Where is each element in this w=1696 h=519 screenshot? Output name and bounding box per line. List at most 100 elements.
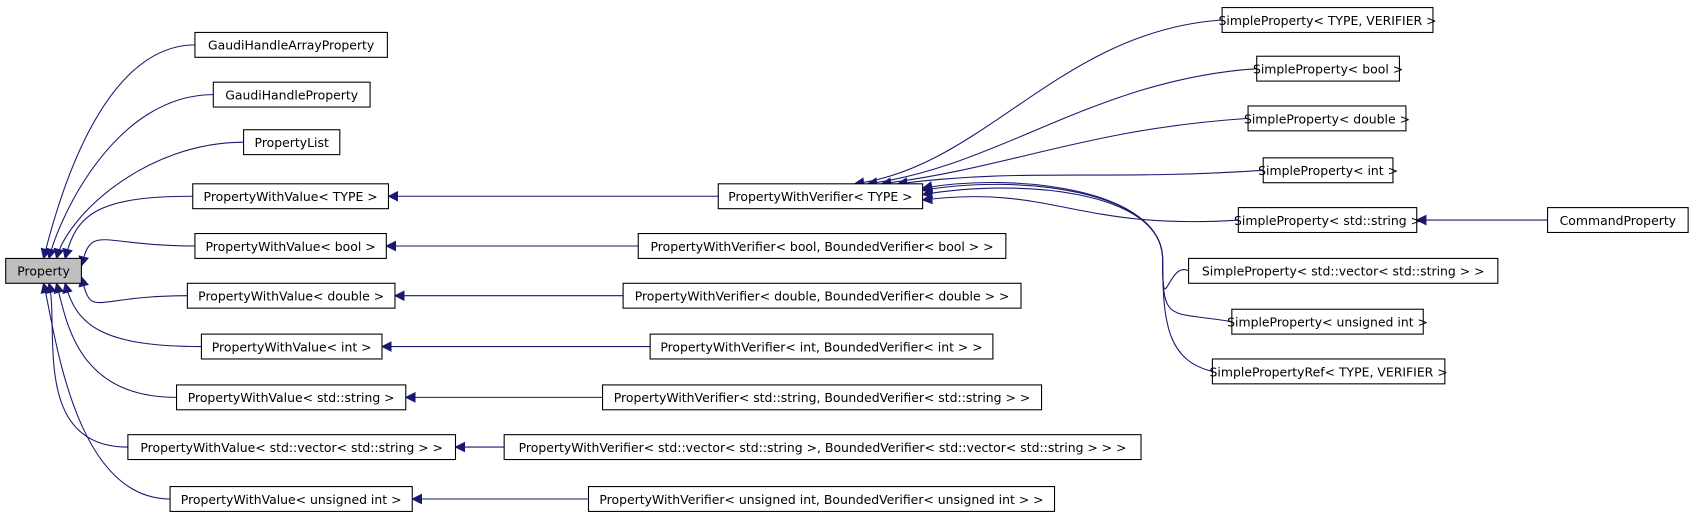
node-spref[interactable]: SimplePropertyRef< TYPE, VERIFIER >: [1210, 358, 1448, 385]
node-label: SimpleProperty< unsigned int >: [1227, 315, 1428, 330]
node-box[interactable]: [1237, 207, 1418, 234]
node-label: SimpleProperty< double >: [1244, 111, 1410, 126]
node-label: SimpleProperty< TYPE, VERIFIER >: [1219, 13, 1437, 28]
node-box[interactable]: [622, 282, 1022, 309]
node-label: PropertyWithValue< bool >: [206, 239, 376, 254]
node-sp_double[interactable]: SimpleProperty< double >: [1244, 105, 1410, 132]
node-box[interactable]: [5, 257, 82, 284]
node-label: PropertyWithValue< std::vector< std::str…: [140, 440, 443, 455]
node-box[interactable]: [1231, 308, 1424, 335]
node-pwver_double[interactable]: PropertyWithVerifier< double, BoundedVer…: [622, 282, 1022, 309]
node-ghp[interactable]: GaudiHandleProperty: [212, 81, 371, 108]
node-ghap[interactable]: GaudiHandleArrayProperty: [194, 31, 388, 58]
node-sp_bool[interactable]: SimpleProperty< bool >: [1253, 55, 1403, 82]
node-box[interactable]: [192, 183, 390, 210]
node-box[interactable]: [503, 434, 1142, 461]
node-pwv_string[interactable]: PropertyWithValue< std::string >: [176, 384, 407, 411]
node-sp_vector[interactable]: SimpleProperty< std::vector< std::string…: [1188, 257, 1499, 284]
node-box[interactable]: [194, 233, 387, 259]
node-box[interactable]: [602, 384, 1043, 411]
edge-pwv_int-to-property: [62, 282, 202, 348]
node-pwver_bool[interactable]: PropertyWithVerifier< bool, BoundedVerif…: [637, 233, 1007, 259]
edge-sp_double-to-pwver_type: [880, 117, 1249, 188]
node-box[interactable]: [127, 434, 457, 461]
node-label: PropertyWithValue< std::string >: [188, 390, 395, 405]
node-box[interactable]: [1211, 358, 1446, 385]
node-box[interactable]: [1547, 207, 1689, 234]
node-label: PropertyWithVerifier< std::vector< std::…: [519, 440, 1127, 455]
node-label: Property: [17, 264, 70, 279]
node-label: SimpleProperty< std::string >: [1234, 213, 1421, 228]
node-box[interactable]: [200, 333, 383, 360]
node-label: PropertyWithValue< double >: [198, 289, 384, 304]
node-label: PropertyWithVerifier< double, BoundedVer…: [635, 289, 1010, 304]
node-label: PropertyWithValue< int >: [212, 339, 372, 354]
edge-spref-to-pwver_type: [921, 181, 1213, 372]
node-label: SimpleProperty< std::vector< std::string…: [1202, 264, 1485, 279]
node-label: PropertyWithValue< unsigned int >: [181, 492, 402, 507]
edge-pwv_string-to-property: [53, 282, 177, 398]
node-label: PropertyWithVerifier< TYPE >: [728, 189, 912, 204]
node-pwver_vector[interactable]: PropertyWithVerifier< std::vector< std::…: [503, 434, 1142, 461]
node-pwv_int[interactable]: PropertyWithValue< int >: [200, 333, 383, 360]
node-label: PropertyWithVerifier< std::string, Bound…: [614, 390, 1031, 405]
node-cmdprop[interactable]: CommandProperty: [1547, 207, 1689, 234]
node-box[interactable]: [186, 282, 396, 309]
node-pwv_vector[interactable]: PropertyWithValue< std::vector< std::str…: [127, 434, 457, 461]
node-label: PropertyList: [255, 135, 329, 150]
edge-ghap-to-property: [40, 44, 195, 260]
edge-pwv_type-to-property: [62, 195, 193, 260]
node-box[interactable]: [194, 31, 388, 58]
edges-layer: [40, 19, 1548, 505]
node-pwver_uint[interactable]: PropertyWithVerifier< unsigned int, Boun…: [587, 486, 1056, 512]
node-pwv_bool[interactable]: PropertyWithValue< bool >: [194, 233, 387, 259]
edge-sp_int-to-pwver_type: [896, 169, 1264, 188]
edge-pwv_uint-to-property: [40, 282, 171, 500]
node-label: GaudiHandleProperty: [225, 87, 358, 102]
node-box[interactable]: [1221, 7, 1434, 33]
node-box[interactable]: [169, 486, 413, 512]
node-box[interactable]: [717, 183, 924, 210]
edge-pwv_vector-to-property: [46, 282, 128, 448]
node-sp_int[interactable]: SimpleProperty< int >: [1258, 157, 1398, 184]
node-label: PropertyWithVerifier< unsigned int, Boun…: [599, 492, 1043, 507]
edge-plist-to-property: [53, 141, 244, 260]
node-box[interactable]: [1188, 257, 1499, 284]
edge-pwv_double-to-property: [78, 275, 188, 304]
node-label: CommandProperty: [1560, 213, 1676, 228]
edge-sp_tv-to-pwver_type: [853, 19, 1223, 188]
edge-pwv_bool-to-property: [78, 239, 195, 268]
node-box[interactable]: [649, 333, 994, 360]
node-sp_tv[interactable]: SimpleProperty< TYPE, VERIFIER >: [1219, 7, 1437, 33]
edge-sp_bool-to-pwver_type: [866, 68, 1257, 188]
node-property[interactable]: Property: [5, 257, 82, 284]
node-box[interactable]: [1247, 105, 1407, 132]
node-pwv_type[interactable]: PropertyWithValue< TYPE >: [192, 183, 390, 210]
node-label: SimpleProperty< int >: [1258, 163, 1398, 178]
node-box[interactable]: [243, 129, 341, 156]
nodes-layer: Property GaudiHandleArrayProperty GaudiHan…: [5, 7, 1689, 512]
edge-sp_string-to-pwver_type: [921, 193, 1239, 223]
node-label: PropertyWithValue< TYPE >: [204, 189, 378, 204]
node-box[interactable]: [587, 486, 1056, 512]
node-box[interactable]: [176, 384, 407, 411]
node-box[interactable]: [1262, 157, 1394, 184]
node-label: PropertyWithVerifier< bool, BoundedVerif…: [651, 239, 994, 254]
edge-ghp-to-property: [46, 94, 214, 260]
node-box[interactable]: [212, 81, 371, 108]
node-label: GaudiHandleArrayProperty: [208, 38, 374, 53]
node-pwver_string[interactable]: PropertyWithVerifier< std::string, Bound…: [602, 384, 1043, 411]
node-sp_uint[interactable]: SimpleProperty< unsigned int >: [1227, 308, 1428, 335]
node-box[interactable]: [637, 233, 1007, 259]
node-label: SimplePropertyRef< TYPE, VERIFIER >: [1210, 364, 1448, 379]
node-label: SimpleProperty< bool >: [1253, 62, 1403, 77]
node-pwv_double[interactable]: PropertyWithValue< double >: [186, 282, 396, 309]
node-pwver_type[interactable]: PropertyWithVerifier< TYPE >: [717, 183, 924, 210]
node-box[interactable]: [1256, 55, 1400, 82]
node-plist[interactable]: PropertyList: [243, 129, 341, 156]
node-sp_string[interactable]: SimpleProperty< std::string >: [1234, 207, 1421, 234]
node-pwver_int[interactable]: PropertyWithVerifier< int, BoundedVerifi…: [649, 333, 994, 360]
node-label: PropertyWithVerifier< int, BoundedVerifi…: [660, 339, 982, 354]
node-pwv_uint[interactable]: PropertyWithValue< unsigned int >: [169, 486, 413, 512]
